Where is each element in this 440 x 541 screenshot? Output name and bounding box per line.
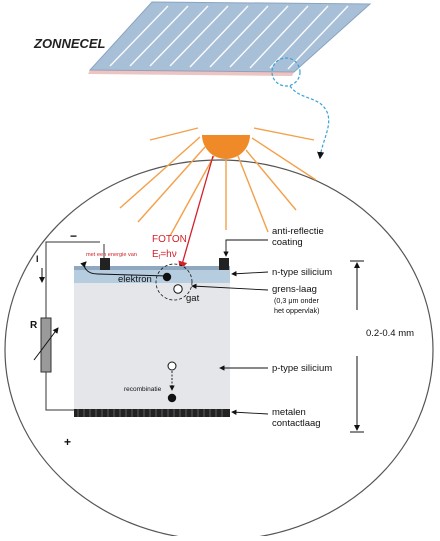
sun-icon [119,127,317,237]
zoom-indicator [271,57,330,160]
antireflection-label-2: coating [272,237,303,248]
recombination-label: recombinatie [124,386,162,393]
electron-label: elektron [118,274,152,285]
minus-terminal: − [70,229,77,243]
resistor-variable-arrow [33,327,59,361]
n-type-layer [74,270,230,283]
contact-label-1: metalen [272,407,306,418]
plus-terminal: + [64,435,71,449]
contact-label-2: contactlaag [272,418,321,429]
top-contact-left [100,258,110,270]
solar-panel [88,1,372,76]
junction-label-3: het oppervlak) [274,306,320,315]
junction-label-2: (0,3 μm onder [274,296,319,305]
callout-lines [191,239,269,415]
sun-rays [119,127,317,237]
energy-rhs: =hν [160,249,176,260]
title: ZONNECEL [33,36,106,51]
generation-zone [155,263,193,301]
thickness-dimension [350,260,364,433]
solar-cell [74,258,230,417]
photon-energy: Ef=hν [152,249,177,261]
hole-label: gat [186,293,200,304]
panel-grid-lines [109,5,349,70]
photon-energy-prefix: met een energie van [86,252,137,258]
bottom-contact [74,409,230,417]
contact-hatch [77,409,223,417]
external-circuit [45,241,105,411]
energy-symbol: E [152,249,159,260]
resistor-label: R [30,320,38,331]
hole-icon [173,284,183,294]
junction-label-1: grens-laag [272,284,317,295]
thickness-label: 0.2-0.4 mm [366,328,414,339]
energy-subscript: f [159,255,161,261]
current-label: I [36,254,39,264]
recombination-electron-icon [167,393,177,403]
photon-arrow [178,155,214,271]
ntype-label: n-type silicium [272,267,332,278]
top-contact-right [219,258,229,270]
antireflection-layer [74,266,230,270]
antireflection-label-1: anti-reflectie [272,226,324,237]
recombination-hole-icon [167,361,177,371]
ptype-label: p-type silicium [272,363,332,374]
resistor-icon [40,317,52,373]
electron-icon [162,272,172,282]
p-type-layer [74,283,230,409]
photon-label: FOTON [152,234,187,245]
electron-path [80,261,169,277]
